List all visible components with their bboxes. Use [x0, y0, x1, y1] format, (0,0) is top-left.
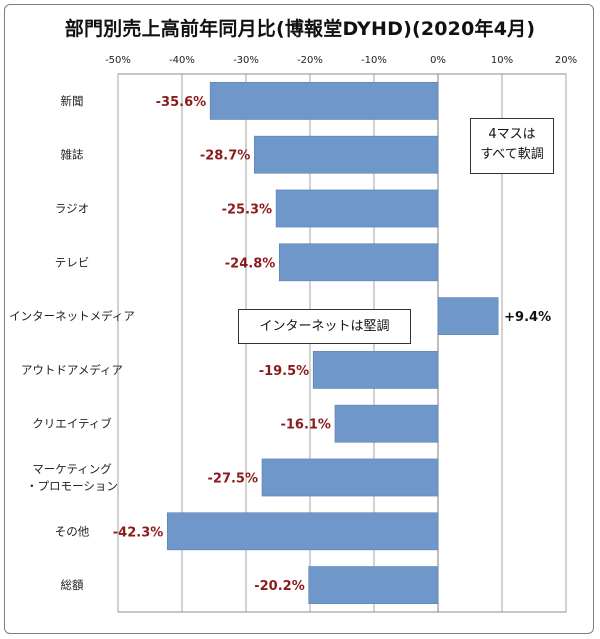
data-label: -24.8% — [225, 256, 276, 271]
data-label: -25.3% — [222, 203, 273, 218]
data-label: +9.4% — [504, 310, 551, 325]
x-tick-label: 10% — [491, 55, 513, 66]
bar — [312, 351, 439, 389]
x-tick-label: -30% — [233, 55, 259, 66]
category-label: テレビ — [55, 255, 90, 269]
x-tick-label: -10% — [361, 55, 387, 66]
x-tick-label: 20% — [555, 55, 577, 66]
bar — [254, 135, 439, 174]
data-label: -35.6% — [156, 95, 207, 110]
x-tick-label: -20% — [297, 55, 323, 66]
category-label: クリエイティブ — [32, 417, 112, 431]
x-tick-label: 0% — [430, 55, 446, 66]
x-tick-label: -40% — [169, 55, 195, 66]
category-label: 総額 — [61, 578, 84, 592]
data-label: -20.2% — [254, 579, 305, 594]
bar — [334, 404, 439, 443]
data-label: -27.5% — [208, 472, 259, 487]
category-label: ・プロモーション — [26, 479, 118, 493]
data-label: -28.7% — [200, 149, 251, 164]
annotation-internet: インターネットは堅調 — [238, 309, 411, 344]
annotation-4mass-line1: 4マスは — [488, 127, 536, 142]
bar — [278, 243, 439, 282]
data-label: -42.3% — [113, 525, 164, 540]
annotation-4mass-line2: すべて軟調 — [480, 147, 544, 162]
chart-title: 部門別売上高前年同月比(博報堂DYHD)(2020年4月) — [64, 18, 536, 40]
category-label: 雑誌 — [61, 148, 84, 162]
category-label: 新聞 — [61, 94, 84, 108]
category-label: ラジオ — [55, 202, 89, 216]
x-tick-label: -50% — [105, 55, 131, 66]
annotation-4mass: 4マスは すべて軟調 — [470, 118, 554, 174]
data-label: -19.5% — [259, 364, 310, 379]
bar — [275, 189, 439, 228]
category-label: インターネットメディア — [9, 309, 135, 323]
data-label: -16.1% — [280, 418, 331, 433]
bar — [166, 512, 439, 551]
bar — [261, 458, 439, 497]
bar — [209, 82, 439, 120]
category-label: アウトドアメディア — [21, 363, 123, 377]
category-label: その他 — [55, 524, 90, 538]
category-label: マーケティング — [32, 462, 112, 476]
bar — [437, 297, 499, 335]
bar — [308, 566, 439, 604]
